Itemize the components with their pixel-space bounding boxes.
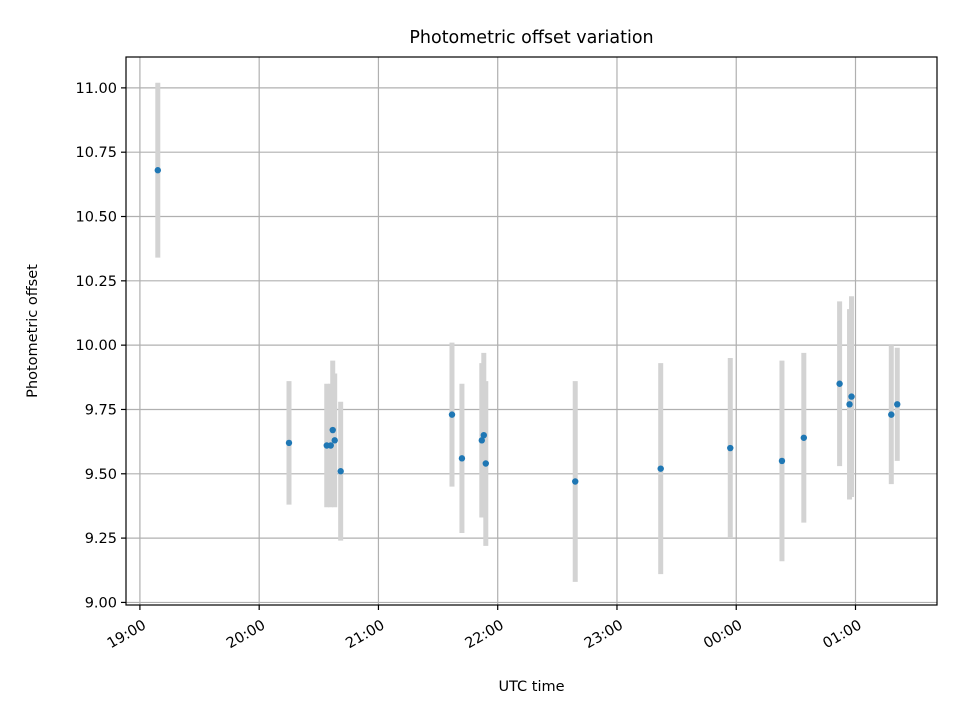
data-point	[327, 442, 334, 449]
data-point	[727, 444, 734, 452]
data-point	[285, 439, 293, 447]
y-tick-label: 10.50	[75, 210, 117, 226]
data-point	[836, 380, 843, 387]
y-tick-label: 10.00	[75, 338, 117, 354]
data-points	[154, 167, 901, 485]
y-tick-label: 9.75	[85, 402, 117, 418]
y-tick-label: 9.25	[85, 531, 117, 547]
chart-title: Photometric offset variation	[409, 28, 653, 48]
x-axis-label: UTC time	[498, 679, 564, 695]
data-point	[572, 478, 579, 485]
data-point	[337, 468, 344, 475]
y-tick-label: 11.00	[75, 81, 117, 97]
data-point	[480, 431, 487, 439]
y-tick-label: 10.75	[75, 145, 117, 161]
data-point	[778, 457, 786, 465]
data-point	[448, 411, 456, 418]
y-axis-label: Photometric offset	[25, 264, 41, 398]
data-point	[894, 401, 901, 408]
data-point	[458, 455, 466, 462]
data-point	[657, 465, 664, 472]
plot-frame	[125, 56, 938, 606]
data-point	[329, 426, 336, 434]
data-point	[888, 411, 895, 418]
data-point	[478, 437, 486, 444]
data-point	[154, 167, 162, 174]
y-axis: 9.00 9.25 9.50 9.75 10.00 10.25 10.50 10.75 11.0…	[75, 81, 126, 611]
data-point	[846, 401, 853, 408]
y-tick-label: 10.25	[75, 274, 117, 290]
plot-area	[126, 57, 937, 605]
data-point	[331, 437, 338, 444]
data-point	[800, 434, 808, 441]
y-tick-label: 9.50	[85, 467, 117, 483]
data-point	[848, 393, 855, 400]
data-point	[482, 460, 489, 467]
y-tick-label: 9.00	[85, 595, 117, 611]
